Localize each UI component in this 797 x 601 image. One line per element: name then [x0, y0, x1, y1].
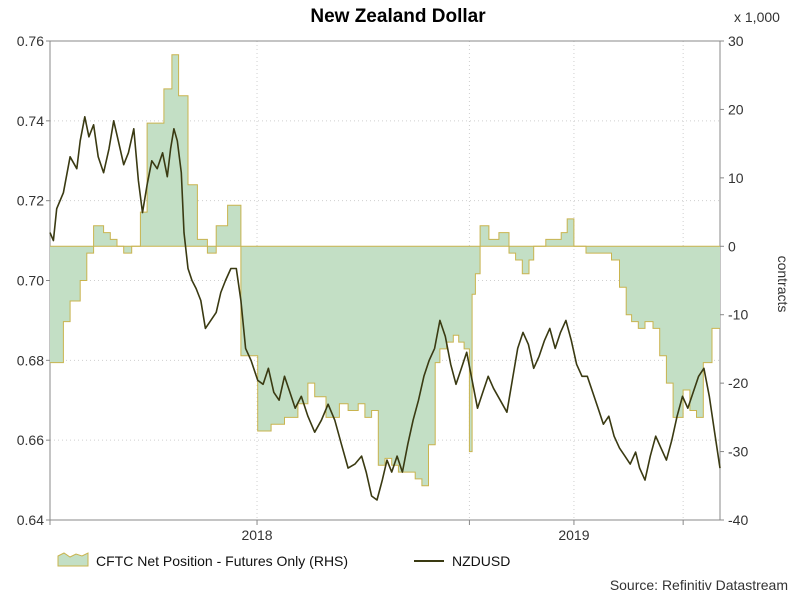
right-tick-label: -20 — [728, 375, 748, 391]
right-tick-label: 20 — [728, 101, 744, 117]
x-tick-label: 2018 — [241, 527, 272, 543]
legend-label-nzdusd: NZDUSD — [452, 553, 510, 569]
right-tick-label: 10 — [728, 170, 744, 186]
left-tick-label: 0.70 — [17, 273, 44, 289]
legend-label-cftc: CFTC Net Position - Futures Only (RHS) — [96, 553, 348, 569]
right-tick-label: 0 — [728, 238, 736, 254]
legend-swatch-area — [57, 552, 89, 567]
right-axis-label: contracts — [775, 256, 791, 313]
left-tick-label: 0.68 — [17, 352, 44, 368]
left-tick-label: 0.72 — [17, 193, 44, 209]
legend: CFTC Net Position - Futures Only (RHS) N… — [57, 552, 510, 569]
left-axis-ticks: 0.64 0.66 0.68 0.70 0.72 0.74 0.76 — [17, 33, 50, 528]
left-tick-label: 0.74 — [17, 113, 44, 129]
left-tick-label: 0.64 — [17, 512, 44, 528]
right-axis-unit: x 1,000 — [734, 9, 780, 25]
legend-item-nzdusd: NZDUSD — [414, 553, 510, 569]
right-tick-label: -10 — [728, 307, 748, 323]
x-tick-label: 2019 — [558, 527, 589, 543]
cftc-area-fill — [50, 54, 720, 486]
nzdusd-line-series — [49, 116, 721, 501]
right-tick-label: -30 — [728, 444, 748, 460]
right-tick-label: 30 — [728, 33, 744, 49]
chart-title: New Zealand Dollar — [310, 6, 486, 27]
left-tick-label: 0.76 — [17, 33, 44, 49]
x-axis-ticks: 2018 2019 — [49, 520, 684, 543]
right-tick-label: -40 — [728, 512, 748, 528]
source-note: Source: Refinitiv Datastream — [610, 577, 788, 593]
right-axis-ticks: -40 -30 -20 -10 0 10 20 30 — [720, 33, 748, 528]
cftc-area-series — [50, 54, 720, 487]
cftc-area-edge — [50, 54, 720, 487]
left-tick-label: 0.66 — [17, 432, 44, 448]
nzdusd-line — [49, 116, 721, 501]
legend-item-cftc: CFTC Net Position - Futures Only (RHS) — [57, 552, 348, 569]
